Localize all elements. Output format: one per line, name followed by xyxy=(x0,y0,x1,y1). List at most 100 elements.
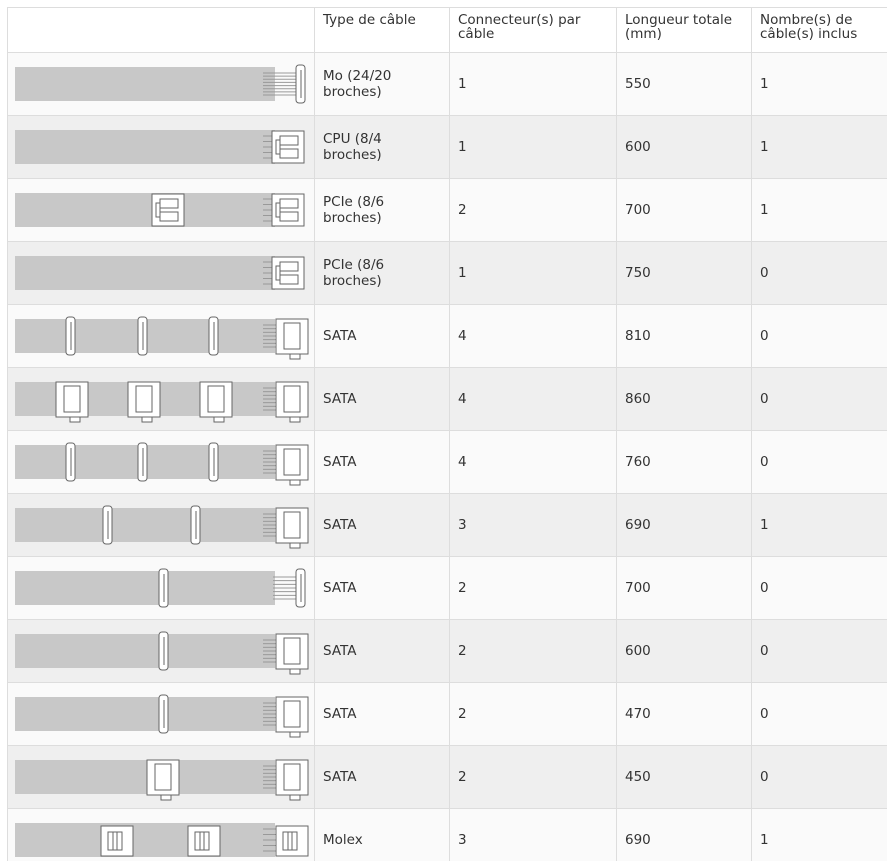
connector-part xyxy=(213,416,225,423)
table-cell: 450 xyxy=(616,745,752,809)
connector-part xyxy=(154,763,172,791)
connector-part xyxy=(283,763,301,791)
cable-image-cell xyxy=(7,745,315,809)
table-cell: 1 xyxy=(751,808,887,861)
table-row: PCIe (8/6 broches) 2 700 1 xyxy=(7,178,887,242)
cable-illustration xyxy=(15,316,309,360)
table-cell: SATA xyxy=(314,682,450,746)
table-container: Type de câble Connecteur(s) par câble Long… xyxy=(7,7,887,861)
header-cell: Type de câble xyxy=(314,7,450,53)
table-row: Mo (24/20 broches) 1 550 1 xyxy=(7,52,887,116)
connector-part xyxy=(279,261,299,272)
cable-illustration xyxy=(15,193,305,227)
table-cell: 470 xyxy=(616,682,752,746)
table-cell: 600 xyxy=(616,619,752,683)
connector-part xyxy=(283,700,301,728)
table-cell: PCIe (8/6 broches) xyxy=(314,241,450,305)
table-cell: 700 xyxy=(616,178,752,242)
table-cell: 810 xyxy=(616,304,752,368)
table-cell: CPU (8/4 broches) xyxy=(314,115,450,179)
table-cell: Molex xyxy=(314,808,450,861)
cable xyxy=(15,571,275,605)
table-cell: 0 xyxy=(751,304,887,368)
table-cell: 690 xyxy=(616,808,752,861)
connector-part xyxy=(155,202,161,218)
cable-image-cell xyxy=(7,493,315,557)
cable-illustration xyxy=(15,256,305,290)
table-row: PCIe (8/6 broches) 1 750 0 xyxy=(7,241,887,305)
connector-part xyxy=(275,265,281,281)
cable-image-cell xyxy=(7,241,315,305)
table-cell: 3 xyxy=(449,808,617,861)
connector-part xyxy=(283,511,301,539)
table-cell: 2 xyxy=(449,682,617,746)
header-cell: Nombre(s) de câble(s) inclus xyxy=(751,7,887,53)
table-cell: 1 xyxy=(449,115,617,179)
table-cell: 1 xyxy=(751,493,887,557)
table-row: SATA 4 760 0 xyxy=(7,430,887,494)
cable xyxy=(15,697,275,731)
cable-illustration xyxy=(15,631,309,675)
table-row: CPU (8/4 broches) 1 600 1 xyxy=(7,115,887,179)
cable-image-cell xyxy=(7,304,315,368)
cable-image-cell xyxy=(7,556,315,620)
connector-part xyxy=(289,416,301,423)
table-cell: SATA xyxy=(314,304,450,368)
cable-illustration xyxy=(15,442,309,486)
connector-part xyxy=(289,353,301,360)
header-cell xyxy=(7,7,315,53)
table-cell: SATA xyxy=(314,745,450,809)
cable xyxy=(15,67,275,101)
table-cell: 0 xyxy=(751,430,887,494)
connector-part xyxy=(135,385,153,413)
table-cell: 4 xyxy=(449,304,617,368)
cable xyxy=(15,508,275,542)
header-row: Type de câble Connecteur(s) par câble Long… xyxy=(7,7,887,53)
cable-image-cell xyxy=(7,430,315,494)
table-cell: 2 xyxy=(449,556,617,620)
table-cell: 1 xyxy=(751,178,887,242)
table-row: SATA 4 810 0 xyxy=(7,304,887,368)
connector-part xyxy=(289,668,301,675)
connector-part xyxy=(63,385,81,413)
cable-image-cell xyxy=(7,115,315,179)
connector-part xyxy=(141,416,153,423)
table-cell: 1 xyxy=(449,241,617,305)
cable-image-cell xyxy=(7,367,315,431)
cable-illustration xyxy=(15,568,306,608)
cable xyxy=(15,760,275,794)
table-cell: 2 xyxy=(449,178,617,242)
header-cell: Connecteur(s) par câble xyxy=(449,7,617,53)
connector-part xyxy=(279,211,299,222)
table-cell: 0 xyxy=(751,745,887,809)
connector-part xyxy=(279,135,299,146)
connector-part xyxy=(279,148,299,159)
cable-image-cell xyxy=(7,178,315,242)
table-cell: 0 xyxy=(751,556,887,620)
cable xyxy=(15,823,275,857)
connector-part xyxy=(283,322,301,350)
cable-image-cell xyxy=(7,619,315,683)
table-row: SATA 2 450 0 xyxy=(7,745,887,809)
connector-part xyxy=(289,731,301,738)
table-body: Mo (24/20 broches) 1 550 1 CPU (8/4 broches)… xyxy=(7,52,887,861)
table-cell: 550 xyxy=(616,52,752,116)
table-cell: 2 xyxy=(449,619,617,683)
table-cell: 0 xyxy=(751,241,887,305)
table-cell: SATA xyxy=(314,556,450,620)
table-cell: 700 xyxy=(616,556,752,620)
table-cell: SATA xyxy=(314,367,450,431)
cable xyxy=(15,634,275,668)
connector-part xyxy=(275,202,281,218)
table-row: Molex 3 690 1 xyxy=(7,808,887,861)
connector-part xyxy=(289,542,301,549)
table-row: SATA 2 600 0 xyxy=(7,619,887,683)
cable-image-cell xyxy=(7,682,315,746)
header-cell: Longueur totale (mm) xyxy=(616,7,752,53)
cable-illustration xyxy=(15,381,309,423)
connector-part xyxy=(289,479,301,486)
connector-part xyxy=(283,637,301,665)
table-cell: 750 xyxy=(616,241,752,305)
cable-illustration xyxy=(15,823,309,857)
